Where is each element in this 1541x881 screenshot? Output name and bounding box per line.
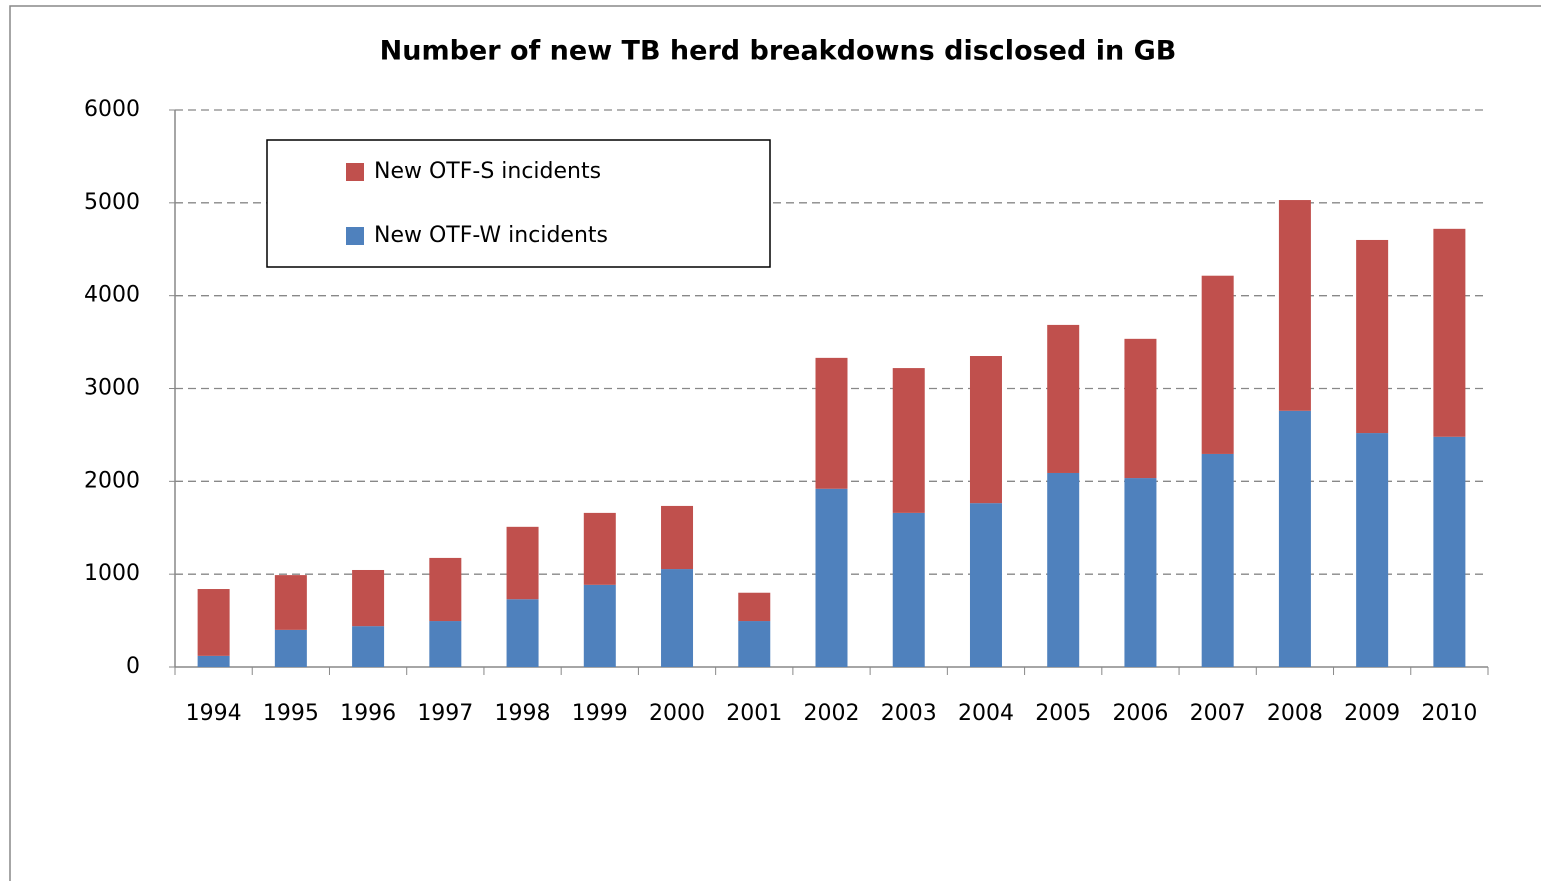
bar-segment: [1356, 433, 1389, 667]
bar-segment: [1047, 324, 1080, 473]
y-tick-label: 2000: [84, 468, 140, 493]
bar-segment: [892, 512, 925, 667]
bar-segment: [352, 569, 385, 627]
y-tick-label: 6000: [84, 97, 140, 122]
bar-segment: [429, 621, 462, 667]
x-tick-label: 1995: [263, 701, 319, 726]
bar-segment: [1433, 436, 1466, 667]
x-tick-label: 2007: [1190, 701, 1246, 726]
x-tick-label: 1996: [340, 701, 396, 726]
bar-segment: [1356, 239, 1389, 434]
bar-segment: [969, 503, 1002, 667]
x-tick-label: 2002: [804, 701, 860, 726]
bar-segment: [197, 655, 230, 667]
bar-segment: [738, 592, 771, 622]
x-tick-label: 1997: [417, 701, 473, 726]
bar-segment: [583, 512, 616, 585]
bar-segment: [352, 626, 385, 667]
x-tick-label: 2000: [649, 701, 705, 726]
x-tick-label: 2006: [1112, 701, 1168, 726]
y-tick-label: 4000: [84, 283, 140, 308]
x-tick-label: 2003: [881, 701, 937, 726]
bar-segment: [274, 629, 307, 667]
x-tick-label: 2005: [1035, 701, 1091, 726]
x-tick-label: 2010: [1421, 701, 1477, 726]
legend-label: New OTF-W incidents: [374, 223, 608, 248]
bar-segment: [969, 356, 1002, 504]
y-tick-label: 0: [126, 654, 140, 679]
bar-segment: [429, 557, 462, 622]
bar-segment: [583, 584, 616, 667]
x-tick-label: 2004: [958, 701, 1014, 726]
chart-title: Number of new TB herd breakdowns disclos…: [380, 36, 1177, 67]
x-tick-label: 1998: [495, 701, 551, 726]
x-tick-label: 2009: [1344, 701, 1400, 726]
y-tick-label: 1000: [84, 561, 140, 586]
x-tick-label: 1994: [186, 701, 242, 726]
legend-label: New OTF-S incidents: [374, 159, 601, 184]
bar-segment: [1201, 275, 1234, 454]
y-tick-label: 5000: [84, 190, 140, 215]
bar-segment: [1047, 472, 1080, 667]
y-tick-label: 3000: [84, 376, 140, 401]
bar-segment: [1433, 228, 1466, 437]
bar-segment: [661, 569, 694, 667]
bar-segment: [815, 357, 848, 489]
bar-segment: [506, 526, 539, 600]
bar-segment: [1278, 200, 1311, 411]
x-tick-label: 2001: [726, 701, 782, 726]
legend-swatch: [346, 163, 364, 181]
bar-segment: [1124, 338, 1157, 479]
bar-segment: [1278, 410, 1311, 667]
bar-segment: [1201, 453, 1234, 667]
bar-segment: [1124, 478, 1157, 667]
bar-segment: [661, 505, 694, 570]
bar-segment: [274, 575, 307, 630]
bar-segment: [738, 621, 771, 667]
chart-border: [9, 5, 1541, 881]
bar-segment: [197, 589, 230, 656]
x-tick-label: 2008: [1267, 701, 1323, 726]
x-tick-label: 1999: [572, 701, 628, 726]
legend-box: [266, 139, 771, 268]
legend-swatch: [346, 227, 364, 245]
bar-segment: [506, 599, 539, 667]
bar-segment: [892, 368, 925, 513]
bar-segment: [815, 488, 848, 667]
